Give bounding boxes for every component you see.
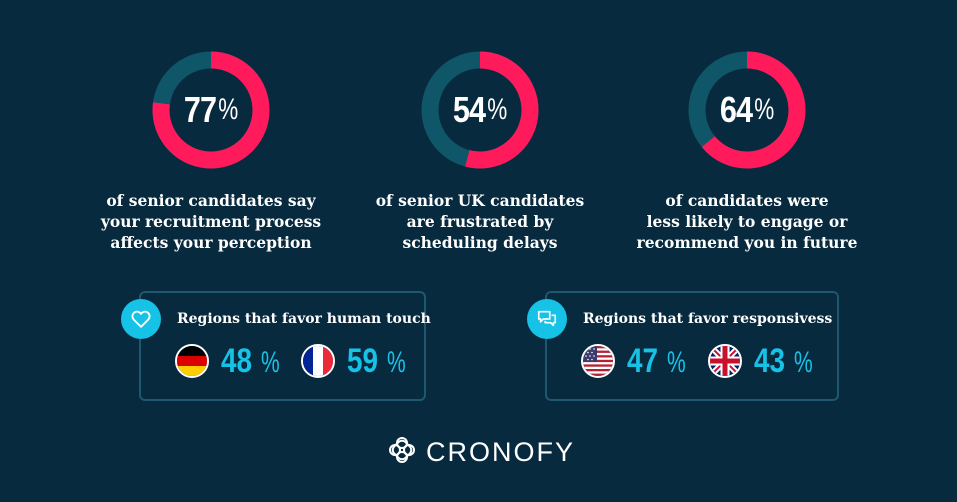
stat-uk-candidates-frustrated: 54% of senior UK candidates are frustrat…	[350, 50, 610, 253]
percent-sign: %	[667, 345, 686, 379]
region-number: 48	[221, 341, 253, 380]
region-value: 48%	[221, 342, 288, 381]
stat-description-line: scheduling delays	[402, 233, 558, 252]
stat-description: of senior UK candidates are frustrated b…	[350, 190, 610, 253]
stat-senior-candidates-perception: 77% of senior candidates say your recrui…	[81, 50, 341, 253]
region-box-human-touch: Regions that favor human touch 48% 59%	[121, 291, 431, 401]
brand-logo: CRONOFY	[388, 436, 575, 468]
stat-candidates-less-likely-engage: 64% of candidates were less likely to en…	[617, 50, 877, 253]
stat-description-line: your recruitment process	[100, 212, 322, 231]
france-flag-icon	[301, 344, 335, 378]
region-value: 59%	[347, 342, 414, 381]
region-item-germany: 48%	[175, 341, 288, 381]
percent-sign: %	[218, 93, 238, 126]
region-box-responsiveness: Regions that favor responsivess	[527, 291, 839, 401]
heart-icon	[121, 299, 161, 339]
stat-description-line: of senior candidates say	[106, 191, 316, 210]
donut-progress-arc	[688, 51, 806, 169]
stat-description-line: of candidates were	[665, 191, 829, 210]
percent-sign: %	[387, 345, 406, 379]
stat-number: 77	[183, 89, 217, 130]
region-item-uk: 43%	[708, 341, 821, 381]
stat-description-line: affects your perception	[110, 233, 312, 252]
region-value: 43%	[754, 342, 821, 381]
region-title: Regions that favor human touch	[177, 311, 431, 327]
stat-number: 54	[452, 89, 486, 130]
chat-bubbles-icon	[527, 299, 567, 339]
cronofy-logo-icon	[388, 436, 416, 468]
usa-flag-icon	[581, 344, 615, 378]
donut-chart: 77%	[151, 50, 271, 170]
donut-ring	[152, 51, 270, 169]
region-title: Regions that favor responsivess	[583, 311, 833, 327]
region-value: 47%	[627, 342, 694, 381]
brand-name: CRONOFY	[426, 436, 575, 467]
stat-value: 54%	[420, 50, 540, 170]
stat-description: of senior candidates say your recruitmen…	[81, 190, 341, 253]
donut-ring	[421, 51, 539, 169]
region-item-france: 59%	[301, 341, 414, 381]
germany-flag-icon	[175, 344, 209, 378]
region-item-usa: 47%	[581, 341, 694, 381]
region-number: 47	[627, 341, 659, 380]
percent-sign: %	[261, 345, 280, 379]
donut-progress-arc	[421, 51, 539, 169]
stat-description-line: are frustrated by	[406, 212, 554, 231]
percent-sign: %	[487, 93, 507, 126]
donut-ring	[688, 51, 806, 169]
percent-sign: %	[754, 93, 774, 126]
stat-value: 64%	[687, 50, 807, 170]
donut-progress-arc	[152, 51, 270, 169]
stat-description-line: recommend you in future	[636, 233, 858, 252]
donut-chart: 64%	[687, 50, 807, 170]
percent-sign: %	[794, 345, 813, 379]
stat-description-line: of senior UK candidates	[375, 191, 585, 210]
donut-chart: 54%	[420, 50, 540, 170]
stat-value: 77%	[151, 50, 271, 170]
region-number: 59	[347, 341, 379, 380]
stat-description-line: less likely to engage or	[646, 212, 848, 231]
region-number: 43	[754, 341, 786, 380]
uk-flag-icon	[708, 344, 742, 378]
stat-description: of candidates were less likely to engage…	[617, 190, 877, 253]
stat-number: 64	[719, 89, 753, 130]
